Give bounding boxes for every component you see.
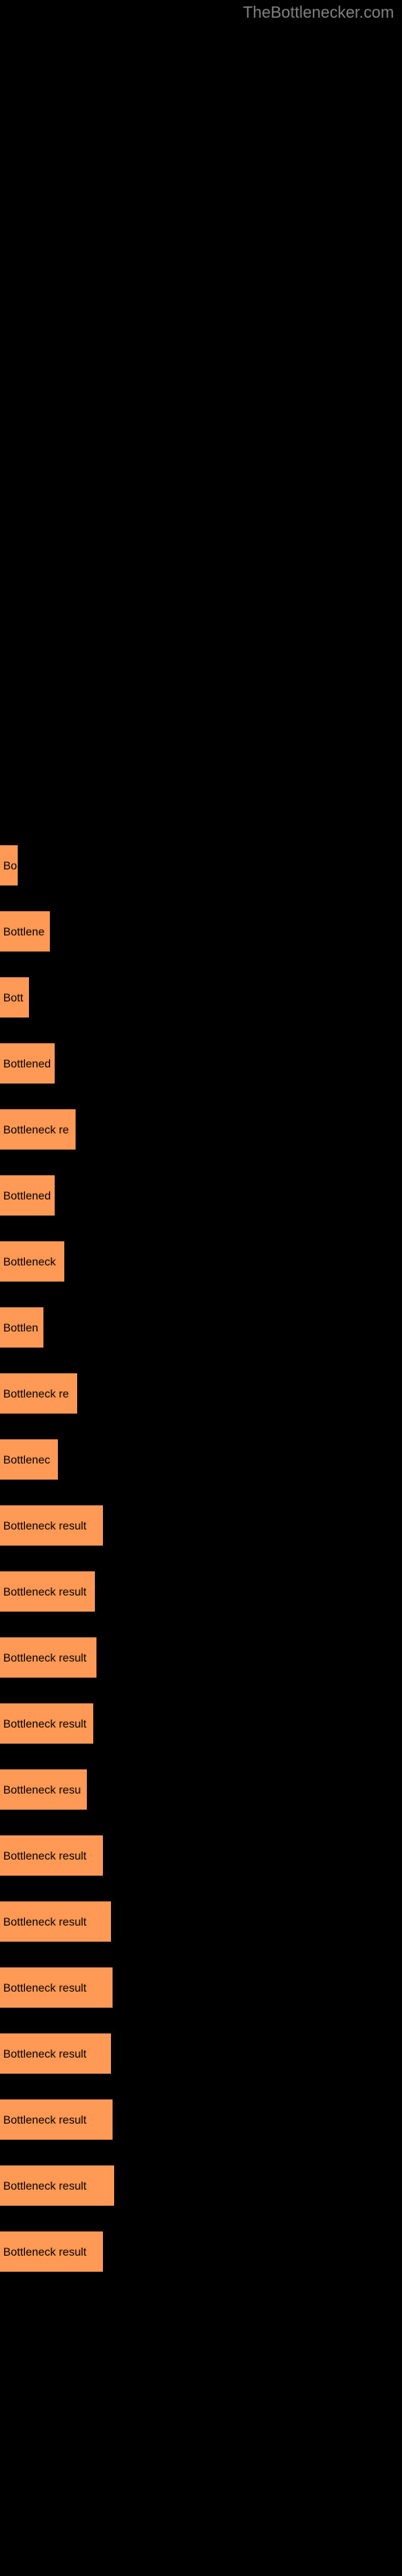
bar-label: Bottlenec bbox=[3, 1453, 50, 1466]
bar: Bottleneck result bbox=[0, 1967, 113, 2008]
bar-label: Bottlened bbox=[3, 1189, 51, 1202]
bar-label: Bottleneck result bbox=[3, 1519, 87, 1532]
bar-row: Bottlen bbox=[0, 1307, 402, 1348]
bar-row: Bottlene bbox=[0, 911, 402, 952]
bar-row: Bottleneck bbox=[0, 1241, 402, 1282]
bar-label: Bottleneck result bbox=[3, 1717, 87, 1730]
bar: Bottlen bbox=[0, 1307, 43, 1348]
bar-label: Bottleneck resu bbox=[3, 1783, 81, 1796]
bar-row: Bottleneck result bbox=[0, 2033, 402, 2074]
bar: Bottleneck result bbox=[0, 2099, 113, 2140]
bar: Bottleneck result bbox=[0, 1637, 96, 1678]
bar: Bottlened bbox=[0, 1043, 55, 1084]
bar-row: Bottleneck result bbox=[0, 2231, 402, 2272]
bar-label: Bottleneck re bbox=[3, 1123, 69, 1136]
bar: Bottleneck result bbox=[0, 1901, 111, 1942]
bar-label: Bottleneck re bbox=[3, 1387, 69, 1400]
bar-label: Bottleneck result bbox=[3, 1915, 87, 1928]
bar-label: Bott bbox=[3, 991, 23, 1004]
bar-row: Bottleneck resu bbox=[0, 1769, 402, 1810]
bar: Bottleneck result bbox=[0, 2231, 103, 2272]
bar-row: Bottleneck re bbox=[0, 1109, 402, 1150]
bar-label: Bottleneck result bbox=[3, 2179, 87, 2192]
bar: Bottleneck resu bbox=[0, 1769, 87, 1810]
bar-row: Bottlened bbox=[0, 1043, 402, 1084]
bar-row: Bottleneck re bbox=[0, 1373, 402, 1414]
bar: Bo bbox=[0, 845, 18, 886]
bar-label: Bottleneck result bbox=[3, 1849, 87, 1862]
bar-label: Bottleneck result bbox=[3, 2113, 87, 2126]
bar-chart: Bo Bottlene Bott Bottlened Bottleneck re Bott… bbox=[0, 0, 402, 2272]
bar-label: Bottleneck result bbox=[3, 1651, 87, 1664]
bar: Bottleneck result bbox=[0, 1703, 93, 1744]
bar-row: Bottleneck result bbox=[0, 2099, 402, 2140]
bar: Bottlenec bbox=[0, 1439, 58, 1480]
bar-row: Bottleneck result bbox=[0, 1505, 402, 1546]
bar-row: Bottleneck result bbox=[0, 2165, 402, 2206]
bar-row: Bottlenec bbox=[0, 1439, 402, 1480]
bar-row: Bott bbox=[0, 977, 402, 1018]
bar: Bottlened bbox=[0, 1175, 55, 1216]
bar-row: Bottleneck result bbox=[0, 1835, 402, 1876]
bar: Bottleneck re bbox=[0, 1109, 76, 1150]
bar-label: Bottlen bbox=[3, 1321, 39, 1334]
bar: Bottleneck re bbox=[0, 1373, 77, 1414]
bar-label: Bo bbox=[3, 859, 17, 872]
bar-row: Bottleneck result bbox=[0, 1967, 402, 2008]
bar-row: Bottleneck result bbox=[0, 1637, 402, 1678]
bar-label: Bottleneck result bbox=[3, 2047, 87, 2060]
bar: Bottlene bbox=[0, 911, 50, 952]
bar: Bottleneck result bbox=[0, 2033, 111, 2074]
bar-row: Bottleneck result bbox=[0, 1703, 402, 1744]
bar: Bottleneck result bbox=[0, 1835, 103, 1876]
bar: Bottleneck result bbox=[0, 2165, 114, 2206]
bar-label: Bottlened bbox=[3, 1057, 51, 1070]
bar: Bott bbox=[0, 977, 29, 1018]
bar-row: Bo bbox=[0, 845, 402, 886]
bar: Bottleneck bbox=[0, 1241, 64, 1282]
bar-row: Bottlened bbox=[0, 1175, 402, 1216]
bar-label: Bottleneck bbox=[3, 1255, 55, 1268]
bar-label: Bottleneck result bbox=[3, 1981, 87, 1994]
bar: Bottleneck result bbox=[0, 1505, 103, 1546]
bar-row: Bottleneck result bbox=[0, 1571, 402, 1612]
bar-label: Bottlene bbox=[3, 925, 44, 938]
bar: Bottleneck result bbox=[0, 1571, 95, 1612]
bar-label: Bottleneck result bbox=[3, 2245, 87, 2258]
bar-row: Bottleneck result bbox=[0, 1901, 402, 1942]
bar-label: Bottleneck result bbox=[3, 1585, 87, 1598]
